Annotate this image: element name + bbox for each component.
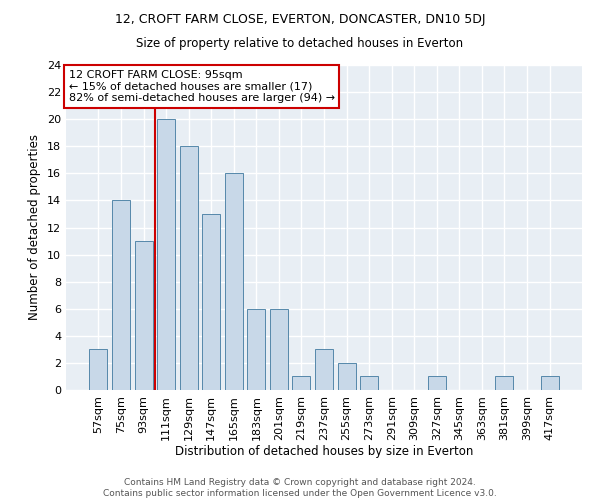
Bar xyxy=(247,308,265,390)
Bar xyxy=(338,363,356,390)
Bar xyxy=(179,146,198,390)
Bar xyxy=(428,376,446,390)
Bar xyxy=(202,214,220,390)
Bar xyxy=(315,350,333,390)
Bar xyxy=(134,241,152,390)
Bar xyxy=(270,308,288,390)
Text: Contains HM Land Registry data © Crown copyright and database right 2024.
Contai: Contains HM Land Registry data © Crown c… xyxy=(103,478,497,498)
Bar xyxy=(112,200,130,390)
Bar xyxy=(496,376,514,390)
Bar xyxy=(157,119,175,390)
Bar xyxy=(89,350,107,390)
Bar xyxy=(225,174,243,390)
Bar xyxy=(292,376,310,390)
X-axis label: Distribution of detached houses by size in Everton: Distribution of detached houses by size … xyxy=(175,446,473,458)
Text: 12 CROFT FARM CLOSE: 95sqm
← 15% of detached houses are smaller (17)
82% of semi: 12 CROFT FARM CLOSE: 95sqm ← 15% of deta… xyxy=(68,70,335,103)
Text: Size of property relative to detached houses in Everton: Size of property relative to detached ho… xyxy=(136,38,464,51)
Y-axis label: Number of detached properties: Number of detached properties xyxy=(28,134,41,320)
Bar xyxy=(541,376,559,390)
Text: 12, CROFT FARM CLOSE, EVERTON, DONCASTER, DN10 5DJ: 12, CROFT FARM CLOSE, EVERTON, DONCASTER… xyxy=(115,12,485,26)
Bar xyxy=(360,376,378,390)
